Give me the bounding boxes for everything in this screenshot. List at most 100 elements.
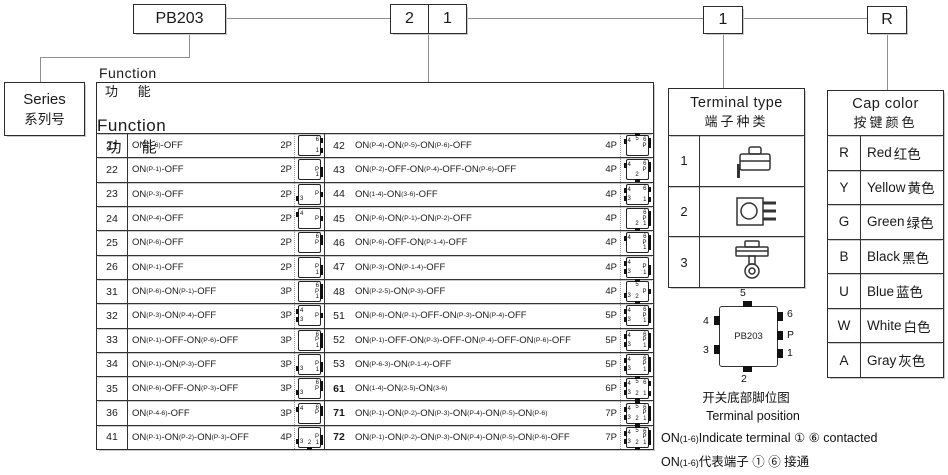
pin-tab-6 [320, 405, 323, 411]
pin-tab-4 [623, 333, 627, 339]
pin-tab-5 [634, 133, 640, 137]
pin-label-3: 3 [627, 268, 631, 275]
pin-label-1: 1 [643, 269, 647, 276]
pin-label-2: 2 [635, 415, 639, 422]
pin-label-4: 4 [703, 315, 709, 327]
pin-label-6: 6 [643, 137, 647, 144]
note-terminal-cn: ON(1-6)代表端子 ① ⑥ 接通 [661, 455, 810, 469]
function-code: 48 [333, 285, 345, 298]
poles-count: 2P [280, 261, 292, 273]
pin-tab-6 [320, 381, 323, 387]
pin-tab-1 [320, 269, 323, 275]
function-code: 61 [333, 382, 345, 395]
function-table-row: 34 ON (P-1) -ON (P-3) -OFF 3P P 1 3 53 ON (P-6-3) -ON… [97, 352, 653, 378]
pin-tab-4 [623, 260, 627, 266]
pin-label-P: P [314, 215, 319, 222]
pin-tab-P [647, 337, 651, 343]
function-row-r-42: 42 ON (P-4) -ON (P-5) -ON (P-6) -OFF 4P 4 5 6 P [324, 133, 653, 158]
pin-tab-1 [647, 366, 651, 372]
cap-color-name-en: Blue [867, 283, 895, 299]
poles-count: 3P [280, 286, 292, 298]
function-table-row: 32 ON (P-3) -ON (P-4) -OFF 3P P 3 4 51 ON (P-6) -ON (P… [97, 304, 653, 329]
pin-label-4: 4 [627, 259, 631, 266]
pin-tab-P [777, 331, 783, 340]
pin-tab-P [647, 264, 651, 270]
function-row-r-61: 61 ON (1-4) -ON (2-5) -ON (3-6) 6P 4 5 6 3 2 1 [324, 376, 653, 402]
pin-tab-6 [647, 332, 651, 338]
poles-count: 4P [605, 237, 617, 249]
pin-label-P: P [642, 142, 647, 149]
pin-label-3: 3 [627, 390, 631, 397]
poles-count: 3P [280, 334, 292, 346]
poles-count: 5P [605, 310, 617, 322]
function-table-row: 22 ON (P-1) -OFF 2P P 1 43 ON (P-2) -OFF-ON (P-4) -O… [97, 158, 653, 183]
pin-label-6: 6 [643, 331, 647, 338]
cap-color-row-A: A Gray 灰色 [828, 343, 943, 378]
pin-label-6: 6 [315, 331, 319, 338]
function-code: 32 [97, 304, 128, 328]
pin-tab-3 [296, 438, 299, 444]
function-row-r-53: 53 ON (P-6-3) -ON (P-1-4) -OFF 5P 4 6 P 3 1 [324, 352, 653, 377]
pin-label-3: 3 [627, 195, 631, 202]
pin-tab-2 [634, 398, 640, 402]
pin-label-4: 4 [627, 405, 631, 412]
function-code: 36 [97, 401, 128, 425]
function-table: Function 功 能 Function 功 能 21 ON (1-6) -OFF 2… [96, 65, 654, 450]
pin-tab-5 [634, 376, 640, 380]
pin-label-6: 6 [315, 404, 319, 411]
poles-count: 3P [280, 310, 292, 322]
pin-label-P: P [314, 361, 319, 368]
poles-count: 3P [280, 407, 292, 419]
function-table-row: 41 ON (P-1) -ON (P-2) -ON (P-3) -OFF 4P P 1 2 3 72 ON(… [97, 424, 653, 450]
function-code: 41 [97, 425, 128, 450]
cap-color-code: A [828, 343, 861, 378]
pin-label-3: 3 [627, 317, 631, 324]
pin-tab-6 [647, 356, 651, 362]
function-code-box: 2 1 [390, 4, 467, 34]
pin-tab-1 [320, 366, 323, 372]
terminal-type-code: 2 [669, 186, 700, 237]
function-code: 53 [333, 358, 345, 371]
pin-tab-3 [623, 293, 627, 299]
function-row-l-35: 35 ON (P-6) -OFF-ON (P-3) -OFF 3P 6 P 3 [97, 377, 324, 401]
pin-tab-3 [296, 390, 299, 396]
pin-label-6: 6 [643, 185, 647, 192]
function-row-r-72: 72 ON (P-1) -ON (P-2) -ON (P-3) -ON (P-4) -ON (P-5… [324, 424, 653, 450]
pin-tab-5 [634, 279, 640, 283]
function-table-row: 26 ON (P-1) -OFF 2P P 1 47 ON (P-3) -ON (P-1-4) -OFF… [97, 255, 653, 280]
pin-label-2: 2 [741, 373, 747, 385]
pin-tab-2 [743, 366, 752, 372]
function-row-l-31: 31 ON (P-6) -ON (P-1) -OFF 3P 6 P 1 [97, 279, 324, 304]
pin-tab-P [647, 167, 651, 173]
pin-label-6: 6 [643, 404, 647, 411]
pin-tab-2 [634, 179, 640, 183]
cap-color-row-R: R Red 红色 [828, 136, 943, 171]
cap-color-panel: Cap color 按键颜色 R Red 红色 Y Yellow 黄色 G Green 绿色 B B… [827, 90, 944, 378]
pin-tab-P [647, 434, 651, 440]
function-row-r-47: 47 ON (P-3) -ON (P-1-4) -OFF 4P 4 P 1 3 [324, 255, 653, 279]
cap-color-code: B [828, 239, 861, 274]
series-label-box: Series 系列号 [4, 82, 85, 136]
pin-label-4: 4 [627, 186, 631, 193]
pin-label-2: 2 [635, 391, 639, 398]
pin-tab-3 [296, 365, 299, 371]
pin-tab-P [320, 434, 323, 440]
function-header-right: Function 功 能 [97, 115, 167, 156]
